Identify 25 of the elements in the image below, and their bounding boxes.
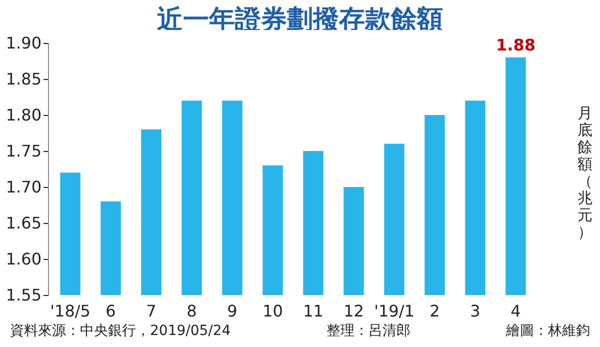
y-tick-label: 1.60 <box>6 250 42 268</box>
y-tick-label: 1.90 <box>6 34 42 52</box>
x-tick-label: 11 <box>303 302 324 320</box>
y-tick-label: 1.55 <box>6 286 42 304</box>
x-tick-label: '18/5 <box>50 302 90 320</box>
x-tick-label: 4 <box>510 302 521 320</box>
x-tick-label: 8 <box>186 302 197 320</box>
x-tick-label: 3 <box>470 302 480 320</box>
source-note: 資料來源：中央銀行，2019/05/24 <box>10 322 231 340</box>
text: 整理：呂清郎 <box>326 322 410 340</box>
y-tick-label: 1.70 <box>6 178 42 196</box>
data-label: 1.88 <box>496 35 536 54</box>
x-tick-label: '19/1 <box>374 302 414 320</box>
y-tick-label: 1.85 <box>6 70 42 88</box>
x-tick-label: 12 <box>344 302 364 320</box>
y-tick-label: 1.75 <box>6 142 42 160</box>
text: 繪圖：林維鈞 <box>506 322 590 340</box>
y-tick-label: 1.65 <box>6 214 42 232</box>
y-axis-title: 月底餘額（兆元） <box>576 104 594 241</box>
x-tick-label: 6 <box>106 302 116 320</box>
y-tick-label: 1.80 <box>6 106 42 124</box>
x-tick-label: 10 <box>262 302 283 320</box>
x-tick-label: 2 <box>430 302 440 320</box>
x-tick-label: 9 <box>227 302 238 320</box>
x-tick-label: 7 <box>146 302 156 320</box>
